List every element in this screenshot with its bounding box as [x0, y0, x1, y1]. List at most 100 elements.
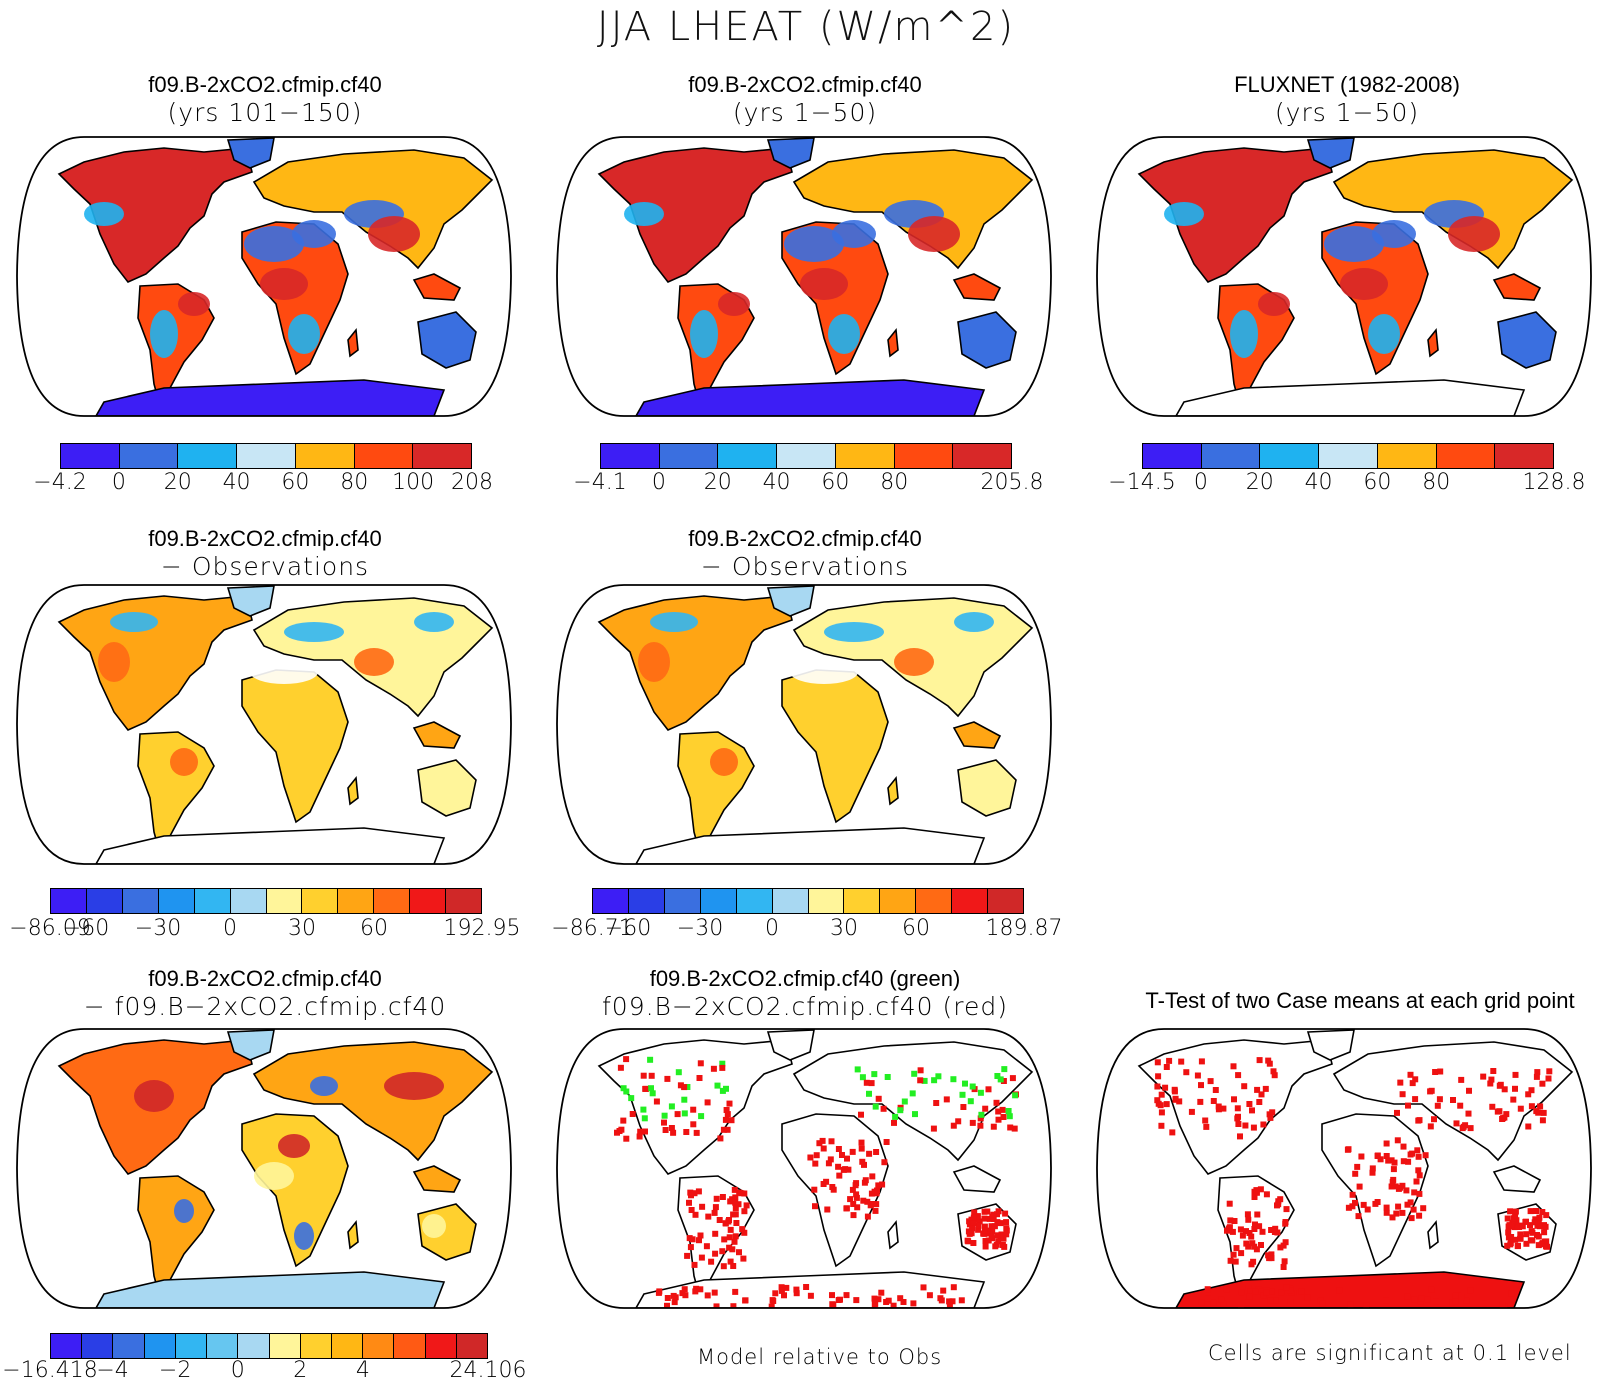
significance-cell	[743, 1202, 750, 1209]
significance-cell	[1534, 1069, 1541, 1076]
significance-cell	[1539, 1209, 1546, 1215]
significance-cell	[950, 1076, 957, 1083]
colorbar-tick-label: 60	[902, 916, 930, 941]
landmass-sea	[1492, 1165, 1542, 1193]
significance-cell	[681, 1110, 688, 1117]
significance-cell	[1248, 1233, 1255, 1240]
colorbar-tick-label: 80	[880, 470, 909, 495]
significance-cell	[813, 1152, 820, 1159]
significance-cell	[1005, 1108, 1012, 1114]
significance-cell	[875, 1182, 882, 1189]
colorbar-cell	[51, 889, 87, 913]
significance-cell	[994, 1232, 1001, 1239]
significance-cell	[740, 1255, 747, 1262]
colorbar-labels-panel-6: −16.418 −4 −2 0 2 4 24.106	[2, 1358, 526, 1388]
significance-cell	[911, 1070, 918, 1077]
panel-8-title: T-Test of two Case means at each grid po…	[1080, 988, 1612, 1014]
significance-cell	[729, 1246, 736, 1253]
field-patch	[1324, 226, 1384, 262]
significance-cell	[690, 1106, 697, 1113]
field-patch	[260, 268, 308, 300]
landmass-mdg	[1427, 327, 1439, 358]
panel-2-title-line1: f09.B-2xCO2.cfmip.cf40	[688, 72, 922, 97]
colorbar-cell	[880, 889, 917, 913]
map-panel-1	[14, 134, 514, 419]
significance-cell	[1383, 1140, 1390, 1147]
field-patch	[244, 226, 304, 262]
significance-cell	[1197, 1098, 1204, 1105]
colorbar-cell	[194, 889, 231, 913]
landmass-ant	[634, 1271, 986, 1308]
significance-cell	[869, 1173, 876, 1180]
landmass-aus	[417, 311, 477, 369]
significance-cell	[1490, 1068, 1497, 1074]
significance-cell	[1531, 1219, 1538, 1226]
significance-cell	[871, 1295, 878, 1302]
significance-cell	[966, 1221, 973, 1228]
significance-cell	[1002, 1210, 1009, 1217]
significance-cell	[708, 1258, 715, 1265]
field-patch	[710, 748, 738, 776]
significance-cell	[1205, 1295, 1211, 1302]
significance-cell	[1198, 1299, 1205, 1306]
significance-cell	[871, 1301, 878, 1308]
significance-cell	[781, 1292, 787, 1299]
significance-cell	[1281, 1258, 1288, 1265]
significance-cell	[1404, 1293, 1411, 1300]
significance-cell	[1457, 1102, 1464, 1109]
significance-cell	[697, 1286, 704, 1293]
significance-cell	[1012, 1092, 1019, 1099]
significance-cell	[812, 1160, 819, 1167]
significance-cell	[1176, 1098, 1183, 1105]
significance-cell	[668, 1103, 675, 1110]
significance-cell	[872, 1103, 879, 1110]
significance-cell	[995, 1238, 1002, 1245]
significance-cell	[1510, 1096, 1517, 1103]
significance-cell	[1420, 1205, 1427, 1212]
significance-cell	[1414, 1147, 1421, 1154]
significance-cell	[843, 1292, 850, 1299]
significance-cell	[722, 1116, 729, 1123]
significance-cell	[862, 1177, 869, 1184]
significance-cell	[1364, 1206, 1371, 1213]
colorbar-tick-label: 0	[111, 470, 126, 495]
significance-cell	[719, 1087, 726, 1094]
field-patch	[650, 612, 698, 632]
significance-cell	[1400, 1158, 1407, 1165]
significance-cell	[969, 1083, 976, 1090]
significance-cell	[1405, 1102, 1411, 1109]
significance-cell	[1394, 1292, 1401, 1299]
significance-cell	[1410, 1206, 1417, 1213]
significance-cell	[1392, 1183, 1399, 1190]
significance-cell	[727, 1226, 734, 1233]
significance-cell	[1504, 1242, 1511, 1249]
significance-cell	[681, 1286, 688, 1293]
significance-cell	[1287, 1298, 1294, 1305]
colorbar-cell	[237, 444, 296, 468]
landmass-eu	[792, 1041, 1034, 1162]
significance-cell	[1393, 1210, 1400, 1217]
significance-cell	[995, 1116, 1002, 1123]
colorbar-tick-label: 189.87	[985, 916, 1063, 941]
significance-cell	[1533, 1073, 1540, 1080]
significance-cell	[704, 1099, 711, 1106]
significance-cell	[1238, 1289, 1245, 1296]
significance-cell	[1254, 1086, 1261, 1093]
significance-cell	[642, 1128, 648, 1135]
significance-cell	[1154, 1059, 1161, 1066]
significance-cell	[656, 1288, 663, 1295]
map-panel-6	[14, 1026, 514, 1311]
significance-cell	[1546, 1068, 1553, 1075]
significance-cell	[864, 1213, 871, 1220]
significance-cell	[681, 1084, 688, 1091]
significance-cell	[731, 1238, 738, 1245]
significance-cell	[1256, 1223, 1263, 1230]
landmass-na	[1137, 147, 1333, 283]
colorbar-labels-panel-5: −86.71 −60 −30 0 30 60 189.87	[551, 916, 1062, 946]
colorbar-cell	[664, 889, 701, 913]
significance-cell	[1466, 1087, 1472, 1094]
colorbar-cell	[238, 1334, 270, 1358]
significance-cell	[890, 1302, 897, 1308]
significance-cell	[778, 1284, 785, 1291]
significance-cell	[732, 1288, 739, 1295]
